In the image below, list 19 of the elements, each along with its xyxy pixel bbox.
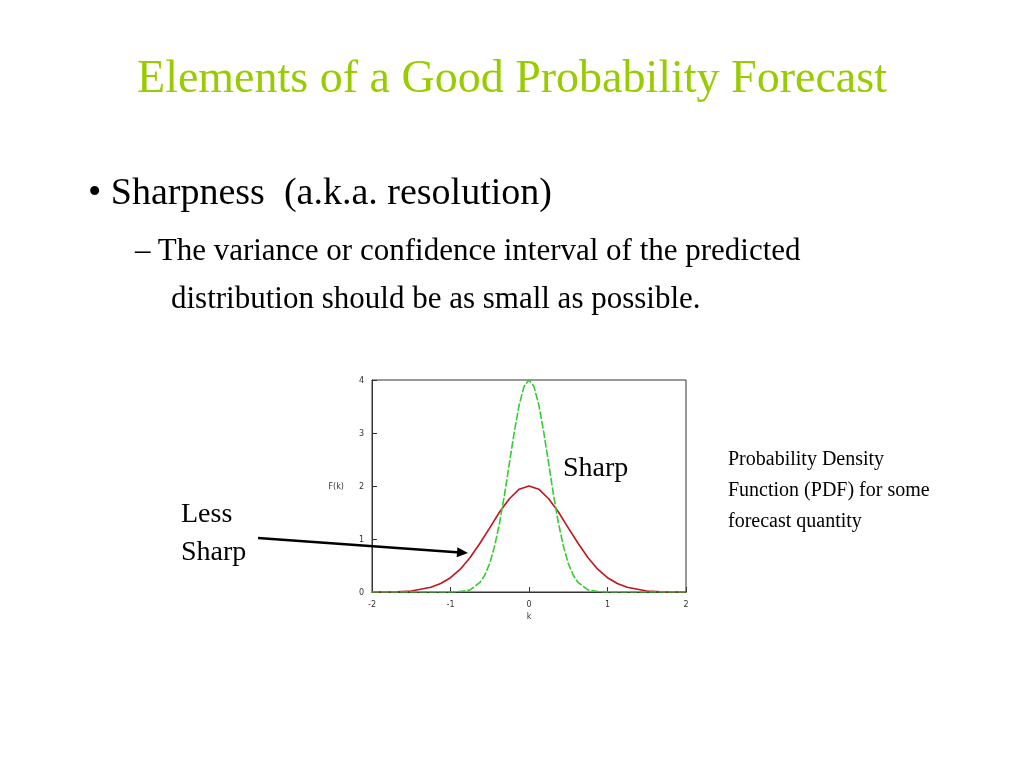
text: – The variance or confidence interval of the predicted distribution should be as small as possible. xyxy=(135,231,802,318)
x-axis-title: k xyxy=(526,612,532,622)
text: Less Sharp xyxy=(181,496,248,568)
x-tick-label: 2 xyxy=(683,599,689,609)
y-tick-label: 0 xyxy=(358,587,364,597)
line-series xyxy=(371,379,687,593)
x-tick-label: -2 xyxy=(368,599,376,609)
y-tick-label: 1 xyxy=(358,534,364,544)
annotation: Sharp xyxy=(563,450,630,484)
x-tick-label: 1 xyxy=(604,599,611,609)
y-tick-label: 4 xyxy=(358,375,364,385)
y-tick-label: 2 xyxy=(358,481,364,491)
chart-title: Elements of a Good Probability Forecast xyxy=(136,50,888,103)
text: Probability Density Function (PDF) for some forecast quantity xyxy=(728,446,931,534)
text: • Sharpness (a.k.a. resolution) xyxy=(88,169,553,214)
y-axis-title: F(k) xyxy=(328,481,344,491)
x-tick-label: 0 xyxy=(526,599,532,609)
y-tick-label: 3 xyxy=(358,428,364,438)
x-tick-label: -1 xyxy=(446,599,455,609)
